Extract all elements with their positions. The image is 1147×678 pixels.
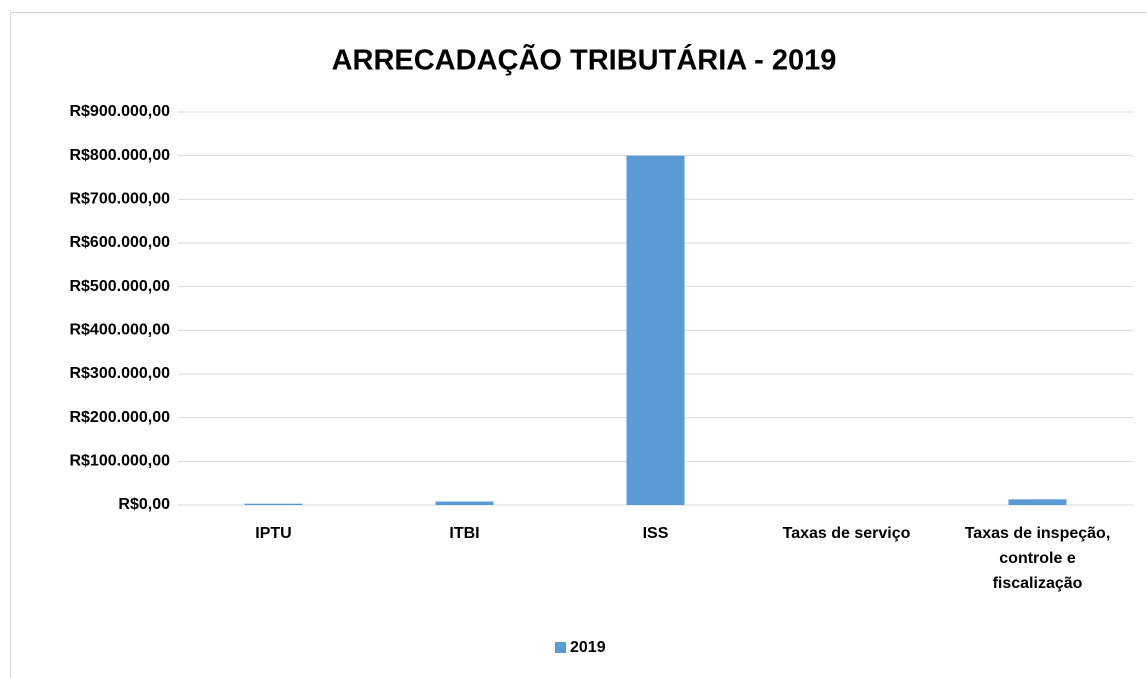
y-tick-label: R$100.000,00: [69, 453, 170, 470]
y-tick-label: R$300.000,00: [69, 365, 170, 382]
y-tick-label: R$700.000,00: [69, 191, 170, 208]
x-tick-label: ITBI: [449, 525, 479, 542]
y-tick-label: R$0,00: [118, 496, 170, 513]
y-tick-label: R$200.000,00: [69, 409, 170, 426]
y-tick-label: R$600.000,00: [69, 234, 170, 251]
bar: [1008, 499, 1067, 505]
chart-border: [10, 12, 1147, 678]
x-tick-label: IPTU: [255, 525, 291, 542]
bar: [435, 501, 494, 505]
y-tick-label: R$500.000,00: [69, 278, 170, 295]
chart-title: ARRECADAÇÃO TRIBUTÁRIA - 2019: [332, 43, 837, 77]
x-tick-label: ISS: [643, 525, 669, 542]
x-tick-label: Taxas de serviço: [783, 525, 911, 542]
y-tick-label: R$400.000,00: [69, 322, 170, 339]
x-tick-label: Taxas de inspeção, controle e fiscalização: [965, 525, 1111, 592]
legend-swatch: [555, 642, 566, 653]
y-tick-label: R$900.000,00: [69, 103, 170, 120]
bar: [626, 155, 685, 505]
y-tick-label: R$800.000,00: [69, 147, 170, 164]
bar: [244, 503, 303, 505]
legend-label: 2019: [570, 639, 606, 656]
